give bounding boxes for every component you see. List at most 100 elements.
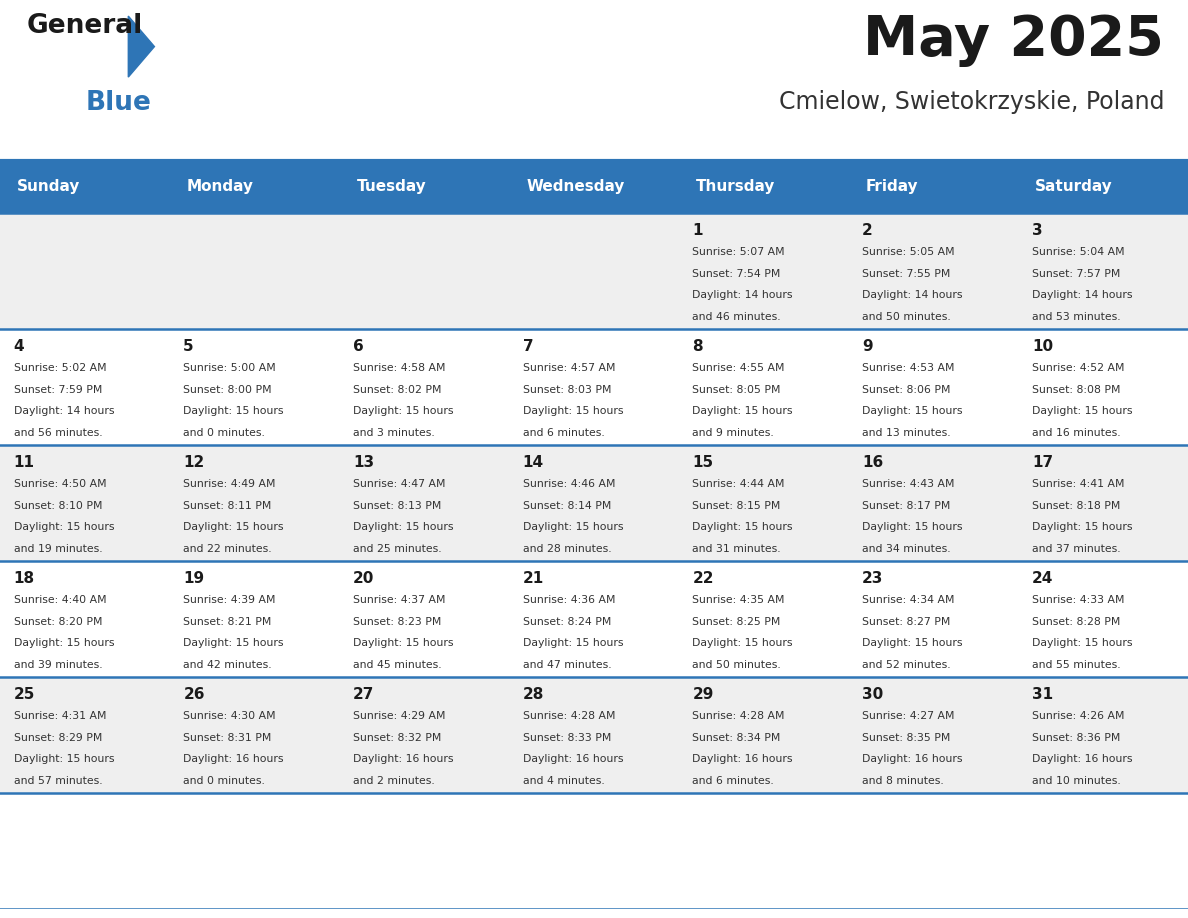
Text: May 2025: May 2025 <box>864 13 1164 67</box>
Text: Sunset: 8:24 PM: Sunset: 8:24 PM <box>523 617 611 627</box>
Text: Blue: Blue <box>86 90 151 116</box>
Text: 1: 1 <box>693 223 703 238</box>
Text: Daylight: 15 hours: Daylight: 15 hours <box>13 754 114 764</box>
Text: 2: 2 <box>862 223 873 238</box>
Text: Sunset: 7:54 PM: Sunset: 7:54 PM <box>693 269 781 279</box>
Text: Daylight: 15 hours: Daylight: 15 hours <box>13 638 114 648</box>
Text: Daylight: 15 hours: Daylight: 15 hours <box>693 522 792 532</box>
Text: Sunset: 8:10 PM: Sunset: 8:10 PM <box>13 500 102 510</box>
Text: Daylight: 15 hours: Daylight: 15 hours <box>353 407 454 416</box>
Text: and 6 minutes.: and 6 minutes. <box>523 428 605 438</box>
Text: Sunrise: 4:29 AM: Sunrise: 4:29 AM <box>353 711 446 722</box>
Text: Daylight: 16 hours: Daylight: 16 hours <box>183 754 284 764</box>
Text: Daylight: 15 hours: Daylight: 15 hours <box>693 638 792 648</box>
Text: 28: 28 <box>523 687 544 702</box>
Text: Sunset: 8:33 PM: Sunset: 8:33 PM <box>523 733 611 743</box>
Text: Daylight: 14 hours: Daylight: 14 hours <box>13 407 114 416</box>
Text: Sunrise: 5:00 AM: Sunrise: 5:00 AM <box>183 364 276 374</box>
Text: 11: 11 <box>13 455 34 470</box>
Text: Sunset: 8:00 PM: Sunset: 8:00 PM <box>183 385 272 395</box>
Text: Daylight: 14 hours: Daylight: 14 hours <box>1032 290 1132 300</box>
Text: and 0 minutes.: and 0 minutes. <box>183 428 265 438</box>
Text: 7: 7 <box>523 339 533 354</box>
Text: and 2 minutes.: and 2 minutes. <box>353 776 435 786</box>
Text: and 6 minutes.: and 6 minutes. <box>693 776 775 786</box>
Text: Sunset: 8:13 PM: Sunset: 8:13 PM <box>353 500 442 510</box>
Text: Sunrise: 4:30 AM: Sunrise: 4:30 AM <box>183 711 276 722</box>
Text: Daylight: 15 hours: Daylight: 15 hours <box>862 638 962 648</box>
Text: Sunrise: 5:07 AM: Sunrise: 5:07 AM <box>693 247 785 257</box>
Text: Sunset: 8:28 PM: Sunset: 8:28 PM <box>1032 617 1120 627</box>
Text: Sunrise: 4:49 AM: Sunrise: 4:49 AM <box>183 479 276 489</box>
Text: 21: 21 <box>523 571 544 586</box>
Text: Sunrise: 4:33 AM: Sunrise: 4:33 AM <box>1032 595 1124 605</box>
Text: Wednesday: Wednesday <box>526 179 625 195</box>
Text: Daylight: 15 hours: Daylight: 15 hours <box>183 638 284 648</box>
Text: Daylight: 16 hours: Daylight: 16 hours <box>862 754 962 764</box>
Text: Daylight: 15 hours: Daylight: 15 hours <box>353 638 454 648</box>
Text: and 46 minutes.: and 46 minutes. <box>693 312 781 321</box>
Text: and 16 minutes.: and 16 minutes. <box>1032 428 1120 438</box>
Text: 27: 27 <box>353 687 374 702</box>
Text: Sunrise: 4:50 AM: Sunrise: 4:50 AM <box>13 479 106 489</box>
Text: 14: 14 <box>523 455 544 470</box>
Text: Sunrise: 4:53 AM: Sunrise: 4:53 AM <box>862 364 955 374</box>
Polygon shape <box>128 16 154 77</box>
Text: Sunset: 8:32 PM: Sunset: 8:32 PM <box>353 733 442 743</box>
Text: Sunrise: 5:05 AM: Sunrise: 5:05 AM <box>862 247 955 257</box>
Text: Daylight: 16 hours: Daylight: 16 hours <box>1032 754 1132 764</box>
Text: and 8 minutes.: and 8 minutes. <box>862 776 944 786</box>
Text: Daylight: 16 hours: Daylight: 16 hours <box>693 754 792 764</box>
Bar <box>0 561 1188 677</box>
Text: 5: 5 <box>183 339 194 354</box>
Text: Sunrise: 4:41 AM: Sunrise: 4:41 AM <box>1032 479 1124 489</box>
Text: and 19 minutes.: and 19 minutes. <box>13 543 102 554</box>
Text: Sunrise: 4:44 AM: Sunrise: 4:44 AM <box>693 479 785 489</box>
Bar <box>0 329 1188 445</box>
Text: 30: 30 <box>862 687 884 702</box>
Text: Sunrise: 4:43 AM: Sunrise: 4:43 AM <box>862 479 955 489</box>
Text: Daylight: 15 hours: Daylight: 15 hours <box>862 407 962 416</box>
Text: Sunrise: 5:02 AM: Sunrise: 5:02 AM <box>13 364 106 374</box>
Text: Sunrise: 4:36 AM: Sunrise: 4:36 AM <box>523 595 615 605</box>
Text: and 25 minutes.: and 25 minutes. <box>353 543 442 554</box>
Text: Sunset: 8:18 PM: Sunset: 8:18 PM <box>1032 500 1120 510</box>
Text: Sunrise: 4:55 AM: Sunrise: 4:55 AM <box>693 364 785 374</box>
Text: Daylight: 15 hours: Daylight: 15 hours <box>1032 522 1132 532</box>
Text: and 37 minutes.: and 37 minutes. <box>1032 543 1120 554</box>
Text: Sunset: 7:55 PM: Sunset: 7:55 PM <box>862 269 950 279</box>
Text: Daylight: 16 hours: Daylight: 16 hours <box>353 754 454 764</box>
Text: Monday: Monday <box>187 179 254 195</box>
Text: Sunset: 8:06 PM: Sunset: 8:06 PM <box>862 385 950 395</box>
Text: Thursday: Thursday <box>696 179 776 195</box>
Text: Sunrise: 4:52 AM: Sunrise: 4:52 AM <box>1032 364 1124 374</box>
Text: and 10 minutes.: and 10 minutes. <box>1032 776 1120 786</box>
Text: Daylight: 15 hours: Daylight: 15 hours <box>353 522 454 532</box>
Text: Daylight: 15 hours: Daylight: 15 hours <box>1032 638 1132 648</box>
Text: 31: 31 <box>1032 687 1053 702</box>
Text: Daylight: 15 hours: Daylight: 15 hours <box>523 407 624 416</box>
Text: Daylight: 15 hours: Daylight: 15 hours <box>1032 407 1132 416</box>
Text: 15: 15 <box>693 455 714 470</box>
Text: Sunset: 8:03 PM: Sunset: 8:03 PM <box>523 385 611 395</box>
Text: 17: 17 <box>1032 455 1053 470</box>
Text: Sunrise: 4:28 AM: Sunrise: 4:28 AM <box>523 711 615 722</box>
Text: and 9 minutes.: and 9 minutes. <box>693 428 775 438</box>
Text: Daylight: 15 hours: Daylight: 15 hours <box>693 407 792 416</box>
Text: Sunrise: 4:26 AM: Sunrise: 4:26 AM <box>1032 711 1124 722</box>
Text: Sunset: 8:34 PM: Sunset: 8:34 PM <box>693 733 781 743</box>
Text: 10: 10 <box>1032 339 1053 354</box>
Bar <box>0 161 1188 213</box>
Text: and 28 minutes.: and 28 minutes. <box>523 543 612 554</box>
Text: Sunset: 8:17 PM: Sunset: 8:17 PM <box>862 500 950 510</box>
Text: and 39 minutes.: and 39 minutes. <box>13 660 102 669</box>
Text: Sunset: 8:02 PM: Sunset: 8:02 PM <box>353 385 442 395</box>
Text: Sunrise: 4:47 AM: Sunrise: 4:47 AM <box>353 479 446 489</box>
Text: Daylight: 14 hours: Daylight: 14 hours <box>693 290 792 300</box>
Text: 20: 20 <box>353 571 374 586</box>
Text: Sunset: 8:21 PM: Sunset: 8:21 PM <box>183 617 272 627</box>
Text: 19: 19 <box>183 571 204 586</box>
Text: Sunrise: 4:40 AM: Sunrise: 4:40 AM <box>13 595 106 605</box>
Text: and 53 minutes.: and 53 minutes. <box>1032 312 1120 321</box>
Text: Sunrise: 4:34 AM: Sunrise: 4:34 AM <box>862 595 955 605</box>
